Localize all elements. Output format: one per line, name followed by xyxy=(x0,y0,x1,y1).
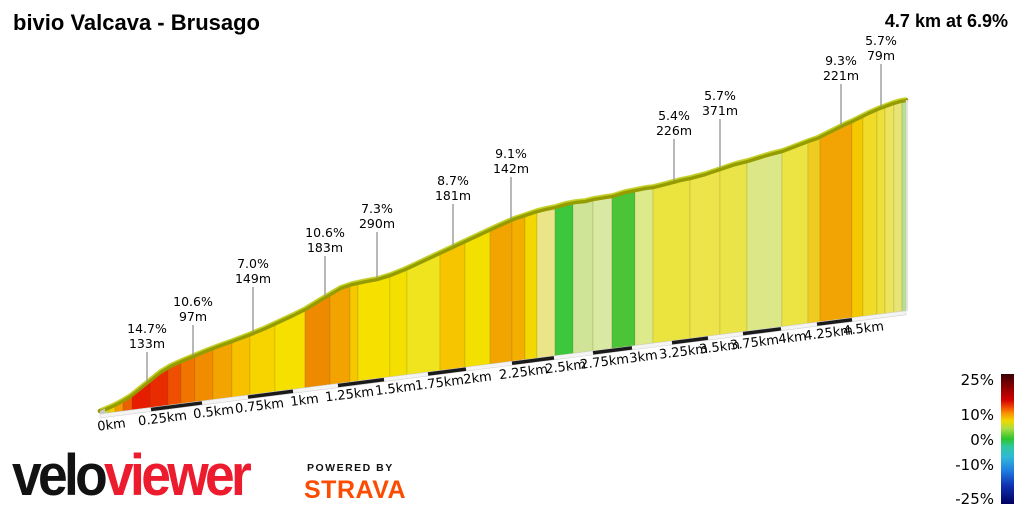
annotation-elevation: 142m xyxy=(493,161,529,176)
annotation-grade: 5.4% xyxy=(658,108,690,123)
x-axis-tick-label: 2.5km xyxy=(544,357,586,377)
x-axis-tick-label: 1km xyxy=(290,392,320,410)
veloviewer-logo-viewer: viewer xyxy=(104,443,252,508)
profile-segment xyxy=(746,150,783,332)
legend-tick-label: 10% xyxy=(961,406,994,424)
axis-tick-dash xyxy=(816,317,853,326)
annotation-grade: 5.7% xyxy=(704,88,736,103)
profile-segment xyxy=(389,267,408,378)
x-axis-tick-label: 0.25km xyxy=(137,409,188,430)
profile-segment xyxy=(781,140,809,328)
annotation-grade: 14.7% xyxy=(127,321,167,336)
axis-tick-dash xyxy=(592,346,633,355)
annotation-elevation: 79m xyxy=(867,48,895,63)
annotation-grade: 10.6% xyxy=(305,225,345,240)
profile-segment xyxy=(901,99,907,312)
annotation-grade: 7.0% xyxy=(237,256,269,271)
profile-start-cap xyxy=(100,408,105,414)
axis-tick-dash xyxy=(742,327,782,336)
profile-segment xyxy=(592,195,613,352)
climb-summary: 4.7 km at 6.9% xyxy=(884,11,1008,31)
annotation-elevation: 226m xyxy=(656,123,692,138)
x-axis-tick-label: 0.75km xyxy=(234,396,285,417)
annotation-elevation: 290m xyxy=(359,216,395,231)
x-axis-tick-label: 2.25km xyxy=(498,362,549,383)
strava-logo[interactable]: STRAVA xyxy=(304,476,407,504)
x-axis-tick-label: 4.25km xyxy=(803,323,854,344)
axis-tick-dash xyxy=(671,336,709,345)
profile-segment xyxy=(862,108,878,317)
profile-segment xyxy=(807,135,821,324)
profile-segment xyxy=(819,120,853,323)
profile-segment xyxy=(554,201,574,357)
annotation-elevation: 133m xyxy=(129,336,165,351)
annotation-grade: 5.7% xyxy=(865,33,897,48)
profile-segment xyxy=(719,160,748,336)
page-title: bivio Valcava - Brusago xyxy=(13,10,260,35)
x-axis-tick-label: 0km xyxy=(97,416,127,434)
profile-segment xyxy=(536,206,556,359)
annotation-grade: 8.7% xyxy=(437,173,469,188)
annotation-elevation: 97m xyxy=(179,309,207,324)
x-axis-tick-label: 3km xyxy=(629,348,659,366)
road-line xyxy=(97,97,909,414)
profile-segment xyxy=(212,340,233,400)
axis-tick-dash xyxy=(247,389,294,399)
profile-segment xyxy=(652,177,691,344)
x-axis-tick-label: 3.75km xyxy=(729,333,780,354)
profile-segment xyxy=(689,168,721,339)
profile-segment xyxy=(489,218,513,365)
legend-tick-label: -10% xyxy=(955,456,994,474)
profile-segment xyxy=(876,105,886,315)
profile-segment xyxy=(851,114,864,319)
annotation-elevation: 371m xyxy=(702,103,738,118)
x-axis-tick-label: 3.5km xyxy=(698,338,740,358)
profile-segment xyxy=(884,102,895,314)
x-axis-tick-label: 2.75km xyxy=(579,352,630,373)
profile-segment xyxy=(464,228,491,368)
profile-segment xyxy=(357,274,391,382)
profile-segment xyxy=(439,240,466,371)
profile-segment xyxy=(511,214,526,362)
legend-tick-label: 25% xyxy=(961,371,994,389)
x-axis-tick-label: 1.75km xyxy=(414,373,465,394)
annotation-grade: 7.3% xyxy=(361,201,393,216)
x-axis-tick-label: 1.25km xyxy=(324,385,375,406)
axis-tick-dash xyxy=(427,367,467,376)
annotation-grade: 9.1% xyxy=(495,146,527,161)
x-axis-tick-label: 2km xyxy=(463,369,493,387)
annotation-elevation: 183m xyxy=(307,240,343,255)
annotation-elevation: 181m xyxy=(435,188,471,203)
profile-segment xyxy=(572,198,594,354)
profile-segment xyxy=(893,100,903,313)
profile-segment xyxy=(329,284,351,386)
profile-segment xyxy=(406,252,441,376)
axis-tick-dash xyxy=(337,377,385,388)
profile-segment xyxy=(349,282,359,383)
profile-segment xyxy=(231,333,251,398)
annotation-grade: 9.3% xyxy=(825,53,857,68)
veloviewer-logo[interactable]: veloviewer xyxy=(12,447,252,505)
legend-tick-label: -25% xyxy=(955,490,994,508)
x-axis-tick-label: 4.5km xyxy=(842,319,884,339)
annotation-elevation: 221m xyxy=(823,68,859,83)
axis-tick-dash xyxy=(511,356,555,365)
profile-segment xyxy=(524,210,538,361)
x-axis-tick-label: 4km xyxy=(778,329,808,347)
annotation-grade: 10.6% xyxy=(173,294,213,309)
axis-tick-dash xyxy=(150,401,203,412)
powered-by-label: POWERED BY xyxy=(307,462,394,474)
x-axis-tick-label: 0.5km xyxy=(192,403,234,423)
legend-gradient-bar xyxy=(1001,374,1014,504)
x-axis-tick-label: 1.5km xyxy=(374,379,416,399)
x-axis-tick-label: 3.25km xyxy=(658,342,709,363)
legend-tick-label: 0% xyxy=(970,431,994,449)
profile-segment xyxy=(634,186,654,346)
profile-segment xyxy=(611,189,636,349)
veloviewer-logo-velo: velo xyxy=(12,443,108,508)
road-line-highlight xyxy=(99,97,907,410)
annotation-elevation: 149m xyxy=(235,271,271,286)
